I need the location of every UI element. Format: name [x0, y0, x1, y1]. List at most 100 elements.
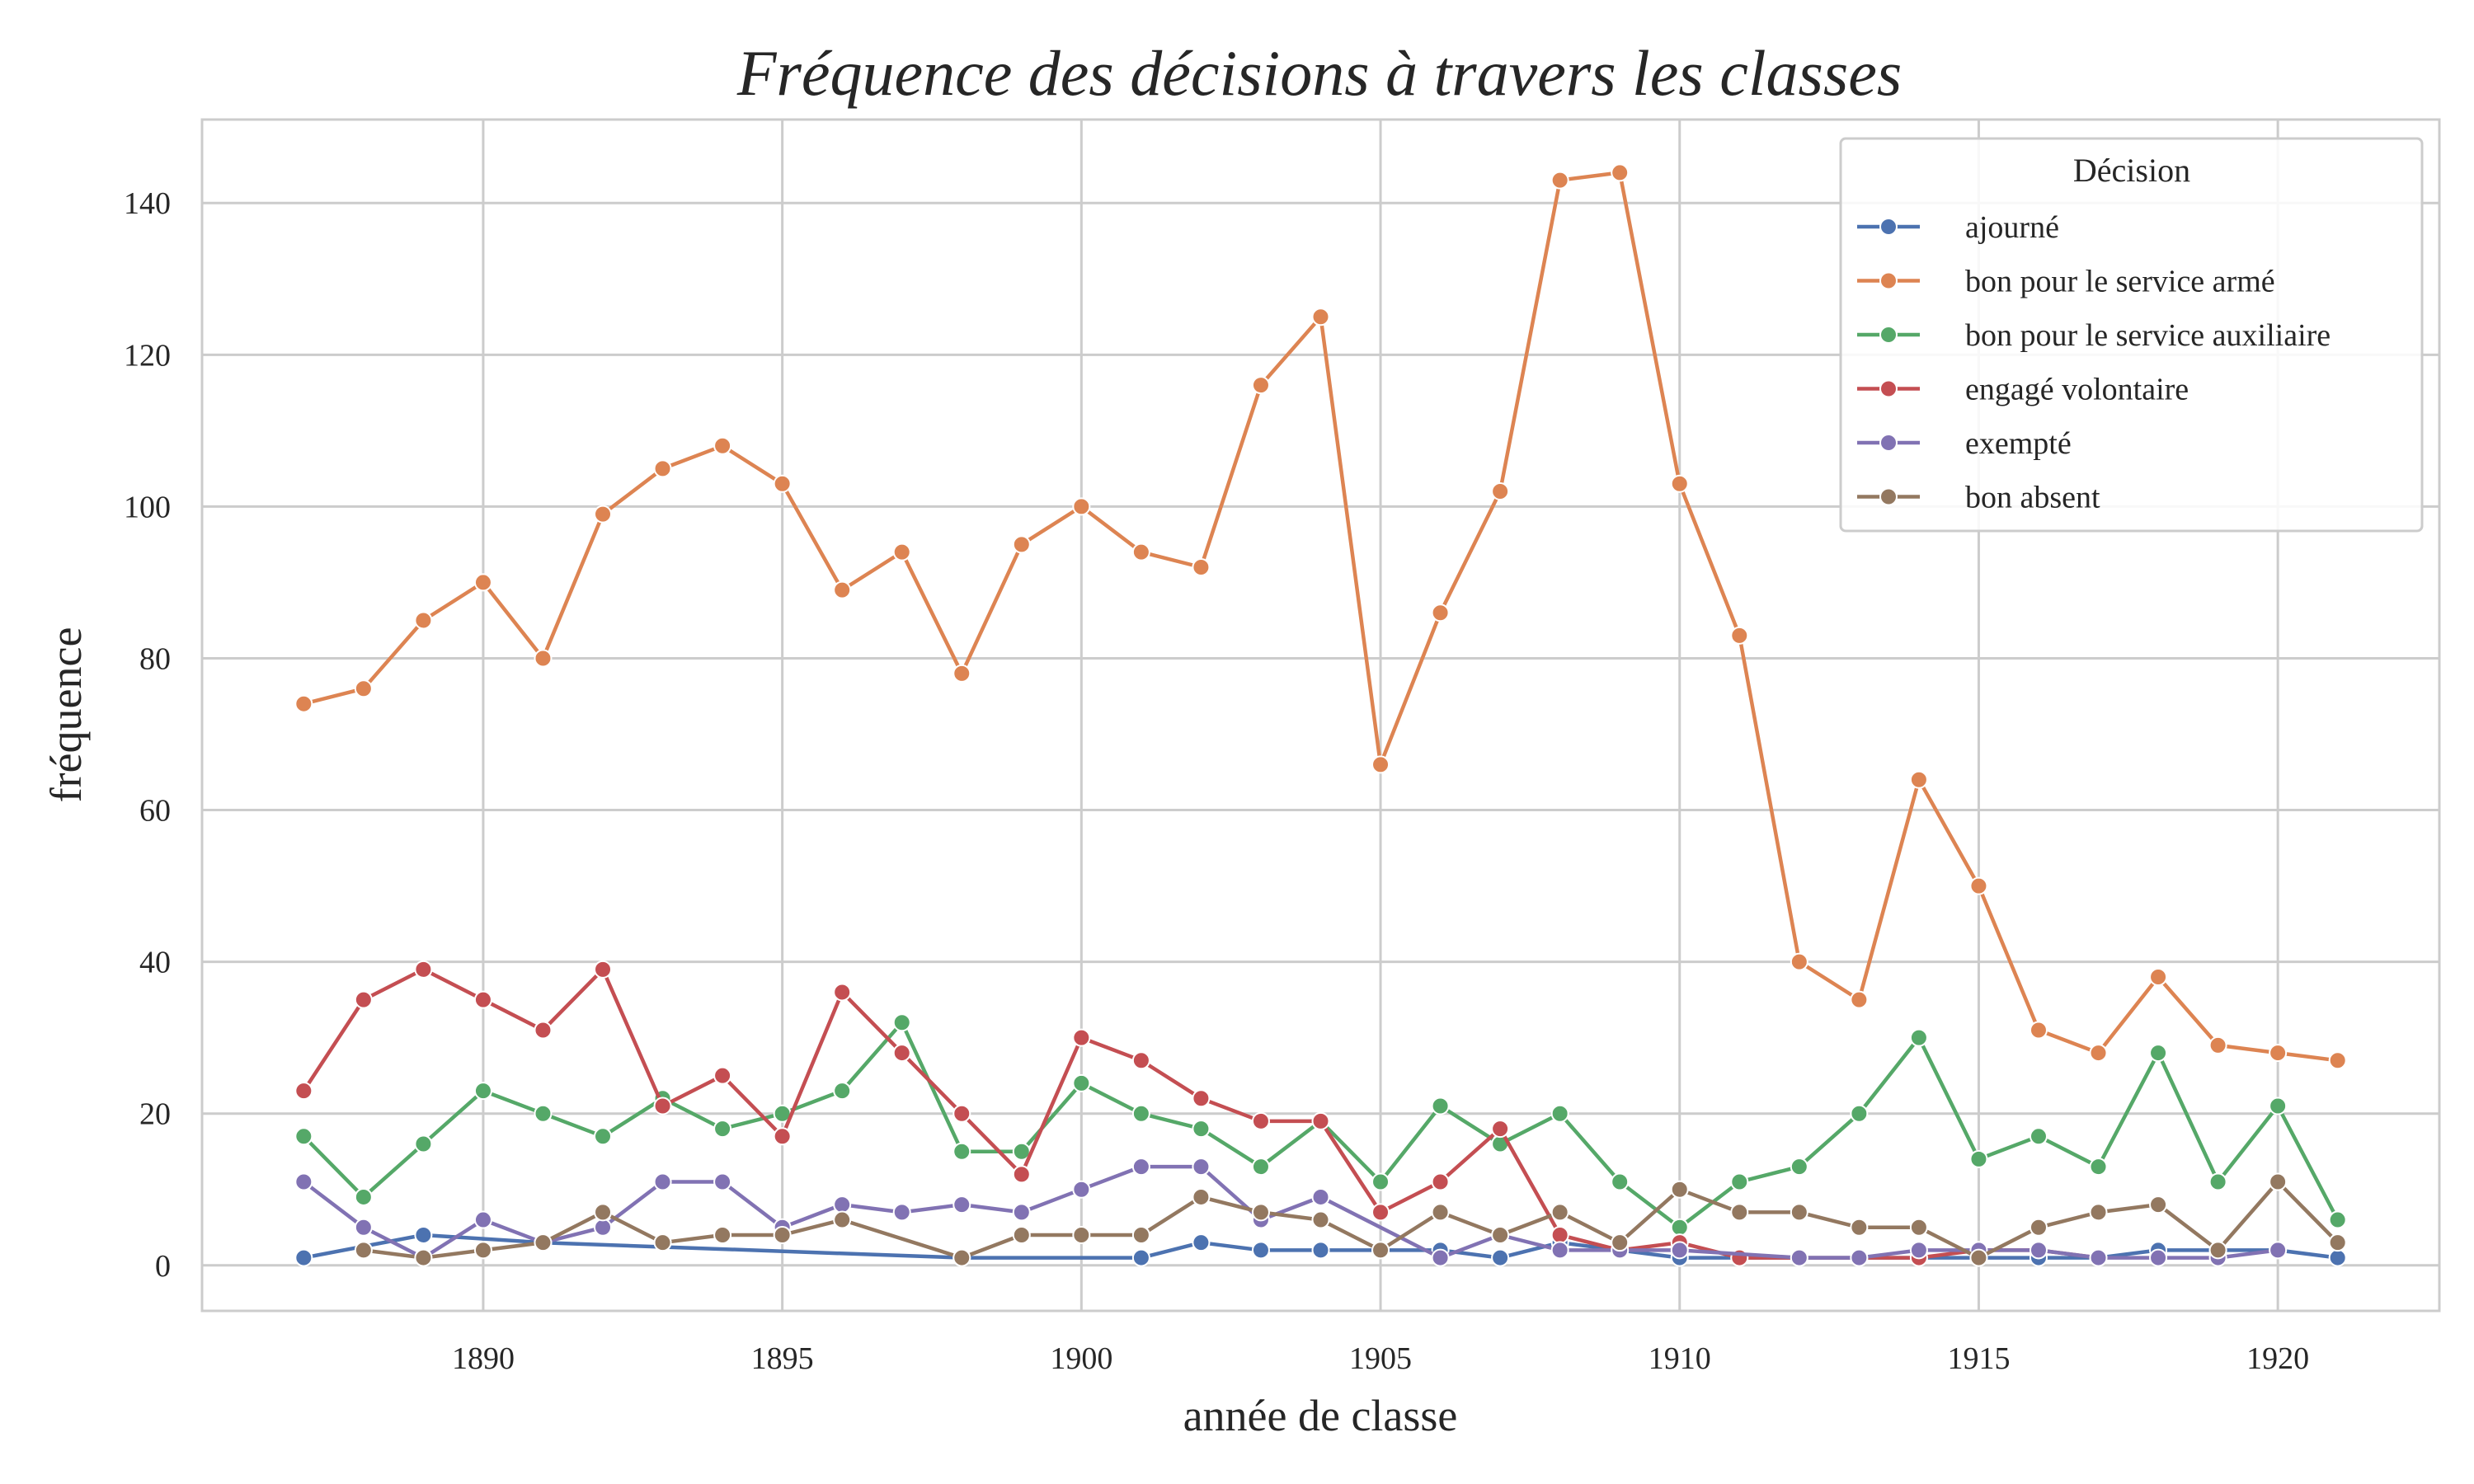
data-point	[1969, 876, 1988, 895]
data-point	[2149, 1195, 2168, 1214]
data-point	[1491, 1248, 1510, 1267]
data-point	[2029, 1241, 2048, 1260]
data-point	[1131, 1225, 1150, 1244]
legend-marker	[1879, 487, 1898, 506]
data-point	[952, 1104, 971, 1123]
data-point	[1251, 1111, 1270, 1130]
data-point	[1131, 1104, 1150, 1123]
data-point	[1072, 1073, 1091, 1092]
data-point	[354, 990, 373, 1009]
data-point	[1550, 1225, 1569, 1244]
data-point	[2029, 1021, 2048, 1040]
data-point	[1670, 1241, 1689, 1260]
data-point	[1611, 163, 1630, 182]
data-point	[892, 1203, 911, 1222]
legend-item: bon pour le service armé	[1857, 265, 2275, 299]
data-point	[952, 664, 971, 683]
data-point	[1491, 1225, 1510, 1244]
data-point	[414, 960, 433, 979]
data-point	[2328, 1248, 2347, 1267]
data-point	[294, 694, 313, 713]
data-point	[1730, 1203, 1749, 1222]
data-point	[1670, 1180, 1689, 1199]
data-point	[1192, 1233, 1211, 1252]
legend: Décision ajourné bon pour le service armé…	[1839, 137, 2424, 533]
data-point	[354, 679, 373, 698]
data-point	[773, 1225, 792, 1244]
legend-entries: ajourné bon pour le service armé bon pour …	[1857, 210, 2331, 515]
data-point	[833, 580, 852, 599]
data-point	[1131, 1248, 1150, 1267]
data-point	[1850, 1248, 1869, 1267]
y-axis-label: fréquence	[41, 627, 91, 803]
data-point	[354, 1218, 373, 1237]
data-point	[1790, 1158, 1808, 1176]
data-point	[534, 1104, 553, 1123]
legend-item: bon absent	[1857, 481, 2100, 515]
data-point	[473, 1241, 492, 1260]
data-point	[1790, 1248, 1808, 1267]
data-point	[892, 1013, 911, 1032]
data-point	[1790, 1203, 1808, 1222]
data-point	[1311, 308, 1330, 326]
data-point	[473, 1082, 492, 1101]
data-point	[1909, 1028, 1928, 1047]
data-point	[1850, 1104, 1869, 1123]
data-point	[473, 573, 492, 592]
data-point	[952, 1142, 971, 1161]
data-point	[414, 611, 433, 630]
data-point	[1012, 1165, 1031, 1184]
data-point	[2089, 1044, 2108, 1063]
legend-title: Décision	[2073, 152, 2190, 189]
data-point	[1670, 474, 1689, 493]
data-point	[713, 436, 732, 455]
data-point	[294, 1248, 313, 1267]
data-point	[2149, 968, 2168, 987]
data-point	[1072, 1225, 1091, 1244]
data-point	[2029, 1218, 2048, 1237]
data-point	[653, 1233, 672, 1252]
data-point	[833, 1210, 852, 1229]
y-tick-label: 60	[139, 794, 171, 829]
data-point	[1072, 497, 1091, 516]
series-1	[294, 163, 2347, 1070]
y-tick-label: 120	[124, 338, 171, 373]
data-point	[773, 474, 792, 493]
data-point	[833, 983, 852, 1002]
legend-marker	[1879, 379, 1898, 398]
data-point	[1550, 1104, 1569, 1123]
x-tick-label: 1920	[2246, 1341, 2309, 1376]
data-point	[1192, 1120, 1211, 1139]
x-tick-label: 1905	[1349, 1341, 1412, 1376]
legend-item: bon pour le service auxiliaire	[1857, 318, 2331, 353]
data-point	[2208, 1241, 2227, 1260]
x-tick-label: 1915	[1947, 1341, 2010, 1376]
data-point	[534, 1021, 553, 1040]
data-point	[892, 542, 911, 561]
data-point	[892, 1044, 911, 1063]
data-point	[2269, 1097, 2288, 1115]
series-5	[354, 1172, 2347, 1267]
data-point	[1431, 1203, 1450, 1222]
y-tick-label: 20	[139, 1097, 171, 1132]
y-tick-label: 80	[139, 641, 171, 676]
data-point	[294, 1082, 313, 1101]
data-point	[1131, 1158, 1150, 1176]
data-point	[1192, 1187, 1211, 1206]
data-point	[1371, 1241, 1390, 1260]
data-point	[833, 1082, 852, 1101]
data-point	[952, 1195, 971, 1214]
data-point	[1969, 1149, 1988, 1168]
data-point	[1431, 1097, 1450, 1115]
data-point	[1550, 1203, 1569, 1222]
data-point	[1251, 1241, 1270, 1260]
data-point	[773, 1127, 792, 1146]
data-point	[1311, 1111, 1330, 1130]
data-point	[1670, 1218, 1689, 1237]
data-point	[354, 1241, 373, 1260]
legend-label: ajourné	[1965, 210, 2059, 245]
data-point	[2208, 1172, 2227, 1191]
data-point	[1969, 1248, 1988, 1267]
